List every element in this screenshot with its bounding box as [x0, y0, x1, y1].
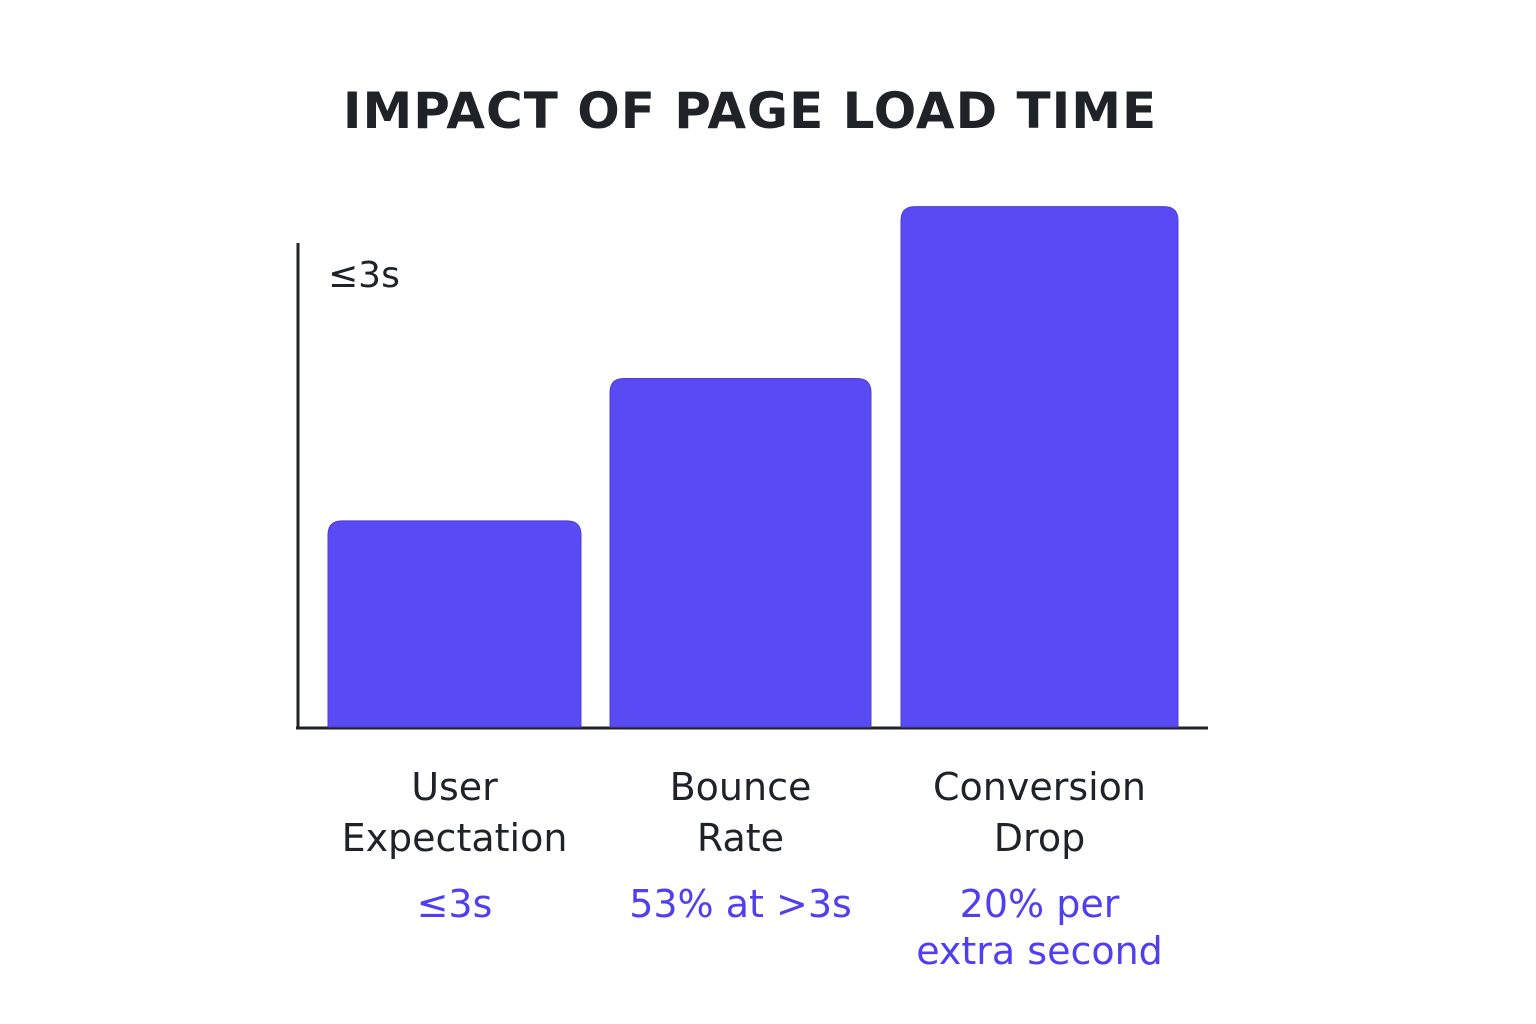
bar-1: [609, 377, 872, 728]
data-label-2-0: 20% per: [960, 882, 1120, 926]
category-labels-group: User Expectation Bounce Rate Conversion Drop: [342, 765, 1146, 860]
bar-0: [327, 520, 582, 728]
category-label-1-1: Rate: [697, 816, 784, 860]
y-axis-label: ≤3s: [328, 255, 400, 296]
data-label-0-0: ≤3s: [417, 882, 493, 926]
category-label-0-0: User: [411, 765, 498, 809]
category-label-0-1: Expectation: [342, 816, 568, 860]
category-label-2-0: Conversion: [933, 765, 1146, 809]
category-label-2-1: Drop: [994, 816, 1085, 860]
chart-title: IMPACT OF PAGE LOAD TIME: [342, 82, 1158, 140]
bars-group: [327, 206, 1179, 728]
bar-2: [900, 206, 1179, 728]
data-label-2-1: extra second: [916, 929, 1163, 973]
category-label-1-0: Bounce: [670, 765, 812, 809]
data-label-1-0: 53% at >3s: [629, 882, 852, 926]
